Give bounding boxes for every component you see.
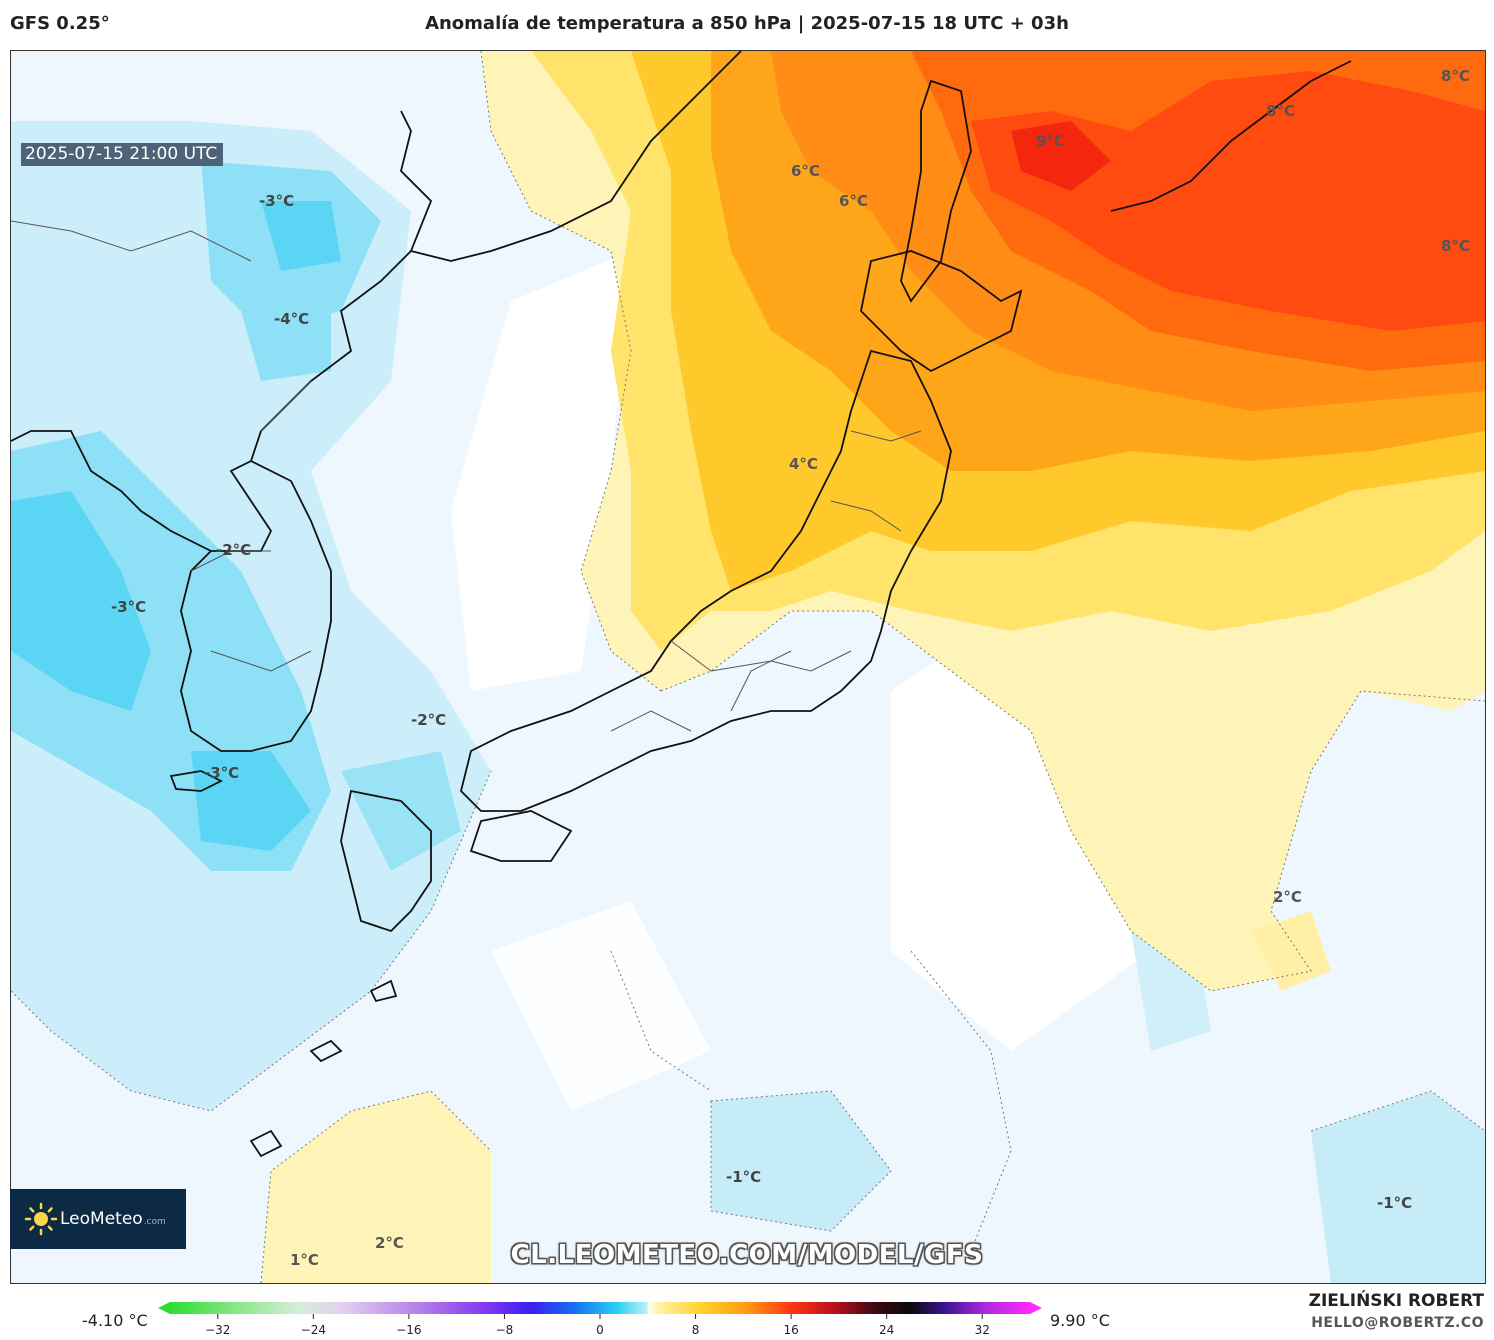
- model-label: GFS 0.25°: [10, 13, 110, 34]
- colorbar-tick-label: 32: [975, 1323, 990, 1337]
- colorbar-tick-label: 0: [596, 1323, 604, 1337]
- author-email[interactable]: HELLO@ROBERTZ.CO: [1311, 1315, 1484, 1331]
- contour-label: -3°C: [111, 598, 146, 616]
- contour-label: 8°C: [1441, 237, 1470, 255]
- contour-label: -2°C: [216, 541, 251, 559]
- contour-label: 4°C: [789, 455, 818, 473]
- contour-labels: 9°C 8°C 8°C 8°C 6°C 6°C 4°C -3°C -4°C -2°C -3°C -2°…: [111, 67, 1470, 1269]
- colorbar-tick-label: −32: [205, 1323, 230, 1337]
- contour-label: 2°C: [375, 1234, 404, 1252]
- temperature-anomaly-map: 9°C 8°C 8°C 8°C 6°C 6°C 4°C -3°C -4°C -2°C -3°C -2°…: [11, 51, 1485, 1283]
- colorbar-tick-label: 24: [879, 1323, 894, 1337]
- scale-min-label: -4.10 °C: [82, 1311, 148, 1330]
- colorbar-tick-label: −8: [496, 1323, 514, 1337]
- logo-brand: LeoMeteo: [60, 1209, 143, 1229]
- contour-label: 6°C: [791, 162, 820, 180]
- contour-label: -1°C: [1377, 1194, 1412, 1212]
- contour-label: 8°C: [1441, 67, 1470, 85]
- contour-label: 9°C: [1036, 132, 1065, 150]
- colorbar-tick-label: 16: [783, 1323, 798, 1337]
- valid-time-badge: 2025-07-15 21:00 UTC: [21, 143, 224, 166]
- source-url-watermark: CL.LEOMETEO.COM/MODEL/GFS: [510, 1240, 984, 1270]
- contour-label: 8°C: [1266, 102, 1295, 120]
- contour-label: -1°C: [726, 1168, 761, 1186]
- contour-label: -2°C: [411, 711, 446, 729]
- author-name: ZIELIŃSKI ROBERT: [1308, 1291, 1484, 1311]
- colorbar: −32 −24 −16 −8 0 8 16 24 32: [158, 1302, 1042, 1337]
- scale-max-label: 9.90 °C: [1050, 1311, 1110, 1330]
- colorbar-tick-label: −16: [396, 1323, 421, 1337]
- map-title: Anomalía de temperatura a 850 hPa | 2025…: [425, 13, 1069, 34]
- contour-label: 2°C: [1273, 888, 1302, 906]
- sun-icon: [24, 1202, 58, 1236]
- colorbar-tick-label: 8: [692, 1323, 700, 1337]
- contour-label: 1°C: [290, 1251, 319, 1269]
- colorbar-tick-label: −24: [301, 1323, 326, 1337]
- contour-label: -4°C: [274, 310, 309, 328]
- logo-domain: .com: [143, 1217, 166, 1227]
- leometeo-logo[interactable]: LeoMeteo .com: [10, 1189, 186, 1249]
- contour-label: -3°C: [204, 764, 239, 782]
- contour-label: -3°C: [259, 192, 294, 210]
- map-frame[interactable]: 9°C 8°C 8°C 8°C 6°C 6°C 4°C -3°C -4°C -2°C -3°C -2°…: [10, 50, 1486, 1284]
- contour-label: 6°C: [839, 192, 868, 210]
